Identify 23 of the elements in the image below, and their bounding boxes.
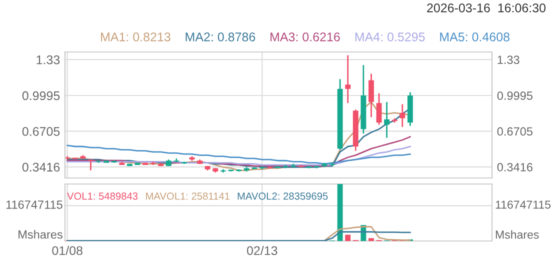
y-tick-label: 1.33 bbox=[36, 55, 60, 64]
text: VOL1: 5489843 bbox=[67, 192, 138, 200]
y2-tick-label: 0.9995 bbox=[497, 92, 532, 100]
text: MA2: 0.8786 bbox=[186, 32, 256, 42]
text: MA3: 0.6216 bbox=[270, 32, 340, 42]
y2-tick-label: 0.6705 bbox=[497, 127, 532, 136]
x-tick-label: 02/13 bbox=[246, 246, 278, 256]
text: MA5: 0.4608 bbox=[440, 32, 510, 42]
text: MAVOL1: 2581141 bbox=[146, 192, 230, 200]
text: 116747115 bbox=[6, 200, 62, 209]
text: 2026-03-16 16:06:30 bbox=[427, 4, 546, 12]
text: 116747115 bbox=[496, 200, 551, 209]
y2-tick-label: 1.33 bbox=[498, 56, 520, 64]
y-tick-label: 0.6705 bbox=[22, 127, 60, 136]
x-tick-label: 01/08 bbox=[52, 246, 82, 256]
text: MA1: 0.8213 bbox=[101, 32, 170, 42]
y-tick-label: 0.3416 bbox=[22, 162, 60, 172]
text: Mshares bbox=[18, 230, 62, 239]
y-tick-label: 0.9995 bbox=[22, 91, 60, 100]
text: Mshares bbox=[496, 230, 539, 239]
text: MAVOL2: 28359695 bbox=[238, 192, 328, 200]
y2-tick-label: 0.3416 bbox=[497, 163, 532, 172]
text: MA4: 0.5295 bbox=[355, 32, 425, 42]
